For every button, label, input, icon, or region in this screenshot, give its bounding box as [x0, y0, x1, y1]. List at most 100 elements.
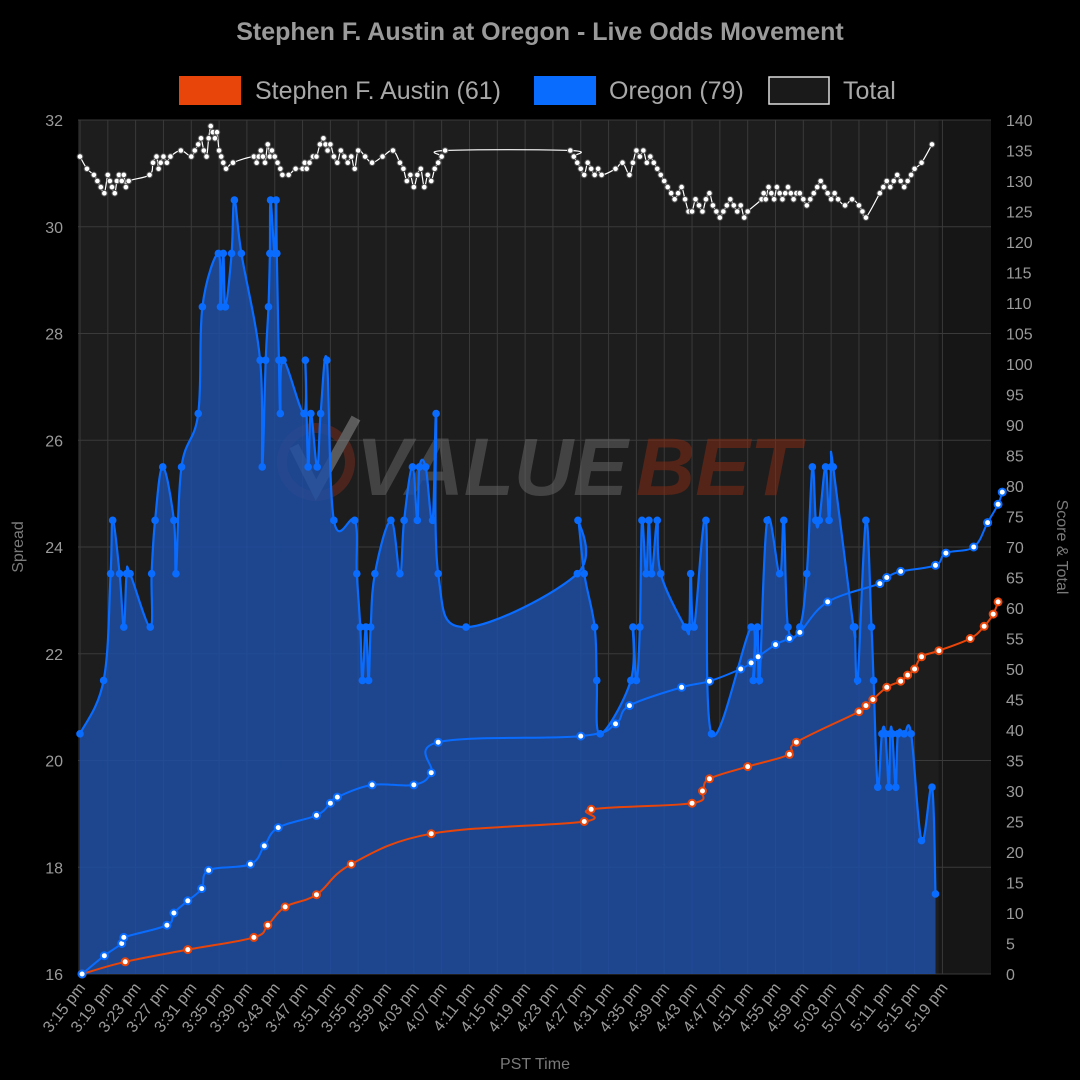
oregon-score-point [162, 920, 172, 930]
total-point [859, 208, 866, 215]
total-point [379, 153, 386, 160]
total-point [765, 183, 772, 191]
spread-point [279, 356, 287, 364]
oregon-score-point [332, 792, 342, 802]
total-point [594, 165, 602, 173]
total-point [674, 189, 682, 197]
total-point [855, 202, 863, 209]
total-point [327, 141, 334, 148]
total-point [306, 159, 313, 166]
sfa-score-point [882, 682, 892, 692]
total-point [890, 177, 898, 185]
spread-point [396, 569, 404, 578]
oregon-score-point [325, 798, 335, 808]
y-tick-label-right: 50 [1006, 662, 1024, 679]
spread-point [408, 463, 417, 471]
total-point [259, 153, 267, 160]
total-point [410, 183, 418, 191]
y-tick-label-right: 55 [1006, 632, 1024, 649]
total-point [334, 159, 341, 166]
total-point [790, 196, 797, 203]
spread-point [638, 516, 646, 525]
spread-point [574, 516, 582, 525]
spread-point [862, 516, 870, 525]
spread-point [780, 516, 788, 525]
total-point [76, 153, 84, 160]
oregon-score-point [930, 560, 940, 570]
spread-point [645, 516, 653, 525]
legend-swatch-total[interactable] [768, 76, 830, 105]
spread-point [592, 676, 601, 685]
sfa-score-point [993, 597, 1003, 607]
total-point [217, 153, 225, 160]
total-point [120, 171, 128, 179]
total-point [163, 159, 171, 166]
spread-point [272, 196, 280, 204]
spread-point [850, 623, 859, 631]
total-point [900, 183, 908, 191]
sfa-score-point [784, 749, 794, 759]
total-point [97, 183, 105, 191]
total-point [762, 196, 770, 203]
oregon-score-point [433, 737, 443, 747]
sfa-score-point [263, 920, 273, 930]
total-point [215, 147, 223, 154]
legend-label-total: Total [843, 77, 896, 105]
y-tick-label-left: 22 [45, 647, 63, 664]
spread-point [753, 623, 762, 631]
sfa-score-point [586, 804, 596, 814]
total-point [893, 171, 901, 179]
oregon-score-point [784, 634, 794, 643]
spread-point [261, 356, 270, 364]
oregon-score-point [624, 701, 634, 711]
total-point [660, 177, 668, 185]
total-point [653, 165, 661, 173]
spread-point [636, 623, 644, 631]
oregon-score-point [677, 682, 687, 692]
total-point [834, 196, 842, 203]
sfa-score-point [249, 932, 259, 942]
spread-point [428, 516, 437, 525]
total-point [324, 147, 331, 154]
total-point [640, 147, 647, 154]
spread-point [690, 623, 698, 631]
oregon-score-point [169, 908, 179, 918]
legend-swatch-oregon[interactable] [534, 76, 596, 105]
total-point [643, 159, 651, 166]
total-point [155, 165, 162, 173]
oregon-score-point [771, 640, 780, 650]
total-point [268, 147, 276, 154]
y-tick-label-left: 26 [45, 433, 63, 450]
sfa-score-point [965, 634, 975, 643]
y-tick-label-right: 35 [1006, 754, 1024, 771]
sfa-score-point [183, 945, 193, 955]
total-point [876, 189, 884, 197]
total-point [261, 159, 269, 166]
total-point [800, 196, 807, 203]
spread-point [853, 676, 862, 685]
sfa-score-point [868, 695, 878, 704]
total-point [692, 196, 699, 203]
total-point [740, 214, 748, 221]
total-point [886, 183, 894, 191]
legend-swatch-sfa[interactable] [179, 76, 241, 105]
spread-point [656, 569, 665, 578]
total-point [389, 147, 397, 154]
total-point [733, 208, 741, 215]
total-point [695, 202, 703, 209]
y-tick-label-right: 45 [1006, 693, 1024, 710]
spread-point [400, 516, 408, 525]
total-point [817, 177, 825, 185]
total-point [292, 165, 299, 173]
total-point [213, 128, 221, 136]
total-point [768, 189, 775, 197]
spread-point [387, 516, 395, 525]
spread-point [227, 249, 236, 258]
total-point [347, 153, 355, 160]
total-point [361, 153, 369, 160]
sfa-score-point [579, 817, 589, 826]
y-tick-label-right: 25 [1006, 815, 1024, 832]
y-tick-label-left: 28 [45, 327, 63, 344]
spread-point [825, 516, 833, 525]
